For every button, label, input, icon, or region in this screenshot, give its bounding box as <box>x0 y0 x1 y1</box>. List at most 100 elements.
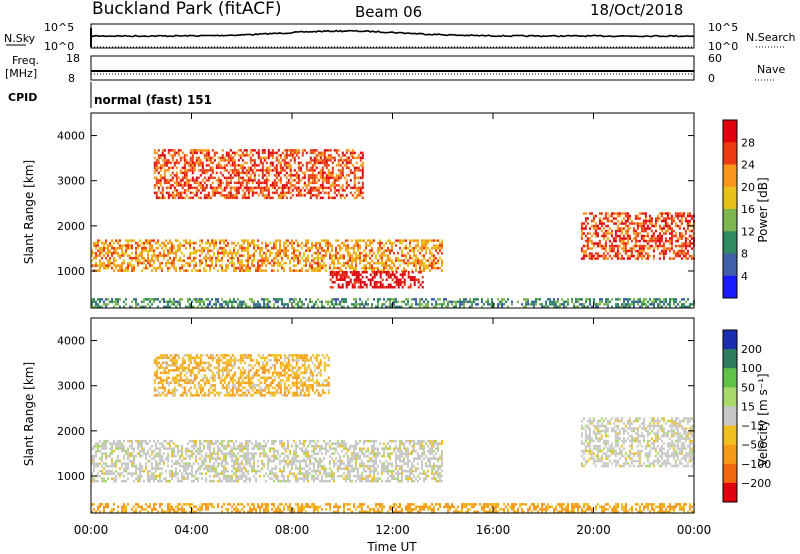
heatmap-cell <box>231 194 234 197</box>
heatmap-cell <box>287 464 289 468</box>
heatmap-cell <box>307 449 309 453</box>
heatmap-cell <box>163 156 166 160</box>
heatmap-cell <box>629 303 631 306</box>
heatmap-cell <box>654 237 657 240</box>
heatmap-cell <box>149 454 151 458</box>
heatmap-cell <box>99 261 101 265</box>
heatmap-cell <box>421 261 423 265</box>
heatmap-cell <box>634 232 637 235</box>
heatmap-cell <box>435 261 437 265</box>
heatmap-cell <box>167 457 169 460</box>
heatmap-cell <box>173 442 175 445</box>
heatmap-cell <box>549 303 551 306</box>
heatmap-cell <box>171 449 173 453</box>
heatmap-cell <box>277 259 279 262</box>
heatmap-cell <box>207 464 209 468</box>
heatmap-cell <box>289 164 292 167</box>
heatmap-cell <box>257 305 259 309</box>
heatmap-cell <box>275 164 278 167</box>
heatmap-cell <box>303 149 306 152</box>
heatmap-cell <box>159 169 162 172</box>
heatmap-cell <box>287 477 289 480</box>
heatmap-cell <box>419 259 421 262</box>
heatmap-cell <box>193 246 195 250</box>
heatmap-cell <box>267 303 269 306</box>
heatmap-cell <box>441 239 443 242</box>
heatmap-cell <box>317 246 319 250</box>
heatmap-cell <box>626 249 629 253</box>
heatmap-cell <box>203 439 205 443</box>
heatmap-cell <box>171 472 173 475</box>
heatmap-cell <box>99 249 101 252</box>
heatmap-cell <box>621 305 623 309</box>
heatmap-cell <box>383 244 385 247</box>
heatmap-cell <box>411 303 413 306</box>
heatmap-cell <box>267 244 269 247</box>
heatmap-cell <box>389 303 391 306</box>
heatmap-cell <box>638 224 641 228</box>
heatmap-cell <box>205 264 207 267</box>
heatmap-cell <box>109 472 111 475</box>
heatmap-cell <box>339 300 341 304</box>
heatmap-cell <box>161 442 163 445</box>
heatmap-cell <box>227 442 229 445</box>
heatmap-cell <box>203 467 205 470</box>
heatmap-cell <box>267 261 269 265</box>
heatmap-cell <box>401 286 404 289</box>
heatmap-cell <box>215 186 218 190</box>
heatmap-cell <box>341 171 344 175</box>
heatmap-cell <box>141 269 143 272</box>
heatmap-cell <box>153 169 156 172</box>
heatmap-cell <box>373 271 376 274</box>
heatmap-cell <box>299 189 302 192</box>
heatmap-cell <box>189 241 191 245</box>
heatmap-cell <box>311 181 314 185</box>
heatmap-cell <box>385 278 388 281</box>
heatmap-cell <box>329 149 332 152</box>
heatmap-cell <box>217 444 219 448</box>
heatmap-cell <box>371 266 373 270</box>
heatmap-cell <box>141 261 143 265</box>
heatmap-cell <box>217 298 219 301</box>
heatmap-cell <box>638 232 641 235</box>
heatmap-cell <box>293 474 295 478</box>
heatmap-cell <box>155 477 157 480</box>
heatmap-cell <box>618 222 621 225</box>
heatmap-cell <box>107 266 109 270</box>
heatmap-cell <box>586 247 589 250</box>
heatmap-cell <box>359 186 362 190</box>
heatmap-cell <box>365 266 367 270</box>
heatmap-cell <box>405 261 407 265</box>
heatmap-cell <box>187 449 189 453</box>
heatmap-cell <box>167 479 169 483</box>
heatmap-cell <box>604 234 607 238</box>
heatmap-cell <box>111 457 113 460</box>
heatmap-cell <box>229 189 232 192</box>
heatmap-cell <box>283 444 285 448</box>
heatmap-cell <box>147 256 149 260</box>
heatmap-cell <box>95 256 97 260</box>
heatmap-cell <box>167 196 170 200</box>
heatmap-cell <box>249 151 252 155</box>
heatmap-cell <box>313 303 315 306</box>
heatmap-cell <box>395 259 397 262</box>
heatmap-cell <box>281 259 283 262</box>
heatmap-cell <box>361 276 364 279</box>
heatmap-cell <box>211 256 213 260</box>
heatmap-cell <box>443 303 445 306</box>
heatmap-cell <box>179 249 181 252</box>
heatmap-cell <box>643 298 645 301</box>
heatmap-cell <box>145 305 147 309</box>
heatmap-cell <box>241 166 244 170</box>
heatmap-cell <box>233 467 235 470</box>
heatmap-cell <box>329 271 332 274</box>
heatmap-cell <box>199 269 201 272</box>
heatmap-cell <box>229 154 232 157</box>
heatmap-cell <box>337 159 340 162</box>
heatmap-cell <box>313 259 315 262</box>
heatmap-cell <box>163 251 165 255</box>
heatmap-cell <box>297 479 299 483</box>
heatmap-cell <box>281 151 284 155</box>
heatmap-cell <box>305 264 307 267</box>
heatmap-cell <box>141 246 143 250</box>
